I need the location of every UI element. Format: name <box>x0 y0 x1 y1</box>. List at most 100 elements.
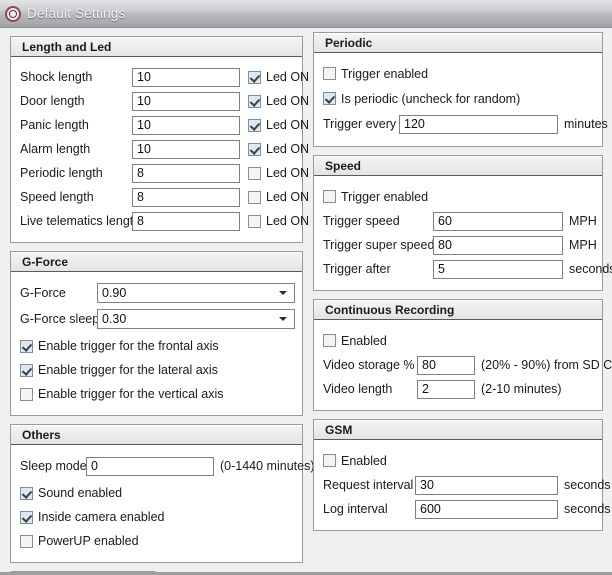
chevron-down-icon <box>279 291 287 295</box>
input-door-length[interactable] <box>132 91 240 111</box>
hint-video-storage: (20% - 90%) from SD Card <box>481 358 612 372</box>
checkbox-label: Led ON <box>266 70 310 84</box>
app-logo-icon <box>5 5 21 22</box>
checkbox-continuous-recording-enabled[interactable]: Enabled <box>323 328 593 353</box>
input-live-telematics-length[interactable] <box>132 211 240 231</box>
input-trigger-every[interactable] <box>399 114 558 134</box>
input-panic-length[interactable] <box>132 115 240 135</box>
checkbox-label: Led ON <box>266 142 310 156</box>
group-periodic: Periodic Trigger enabled Is periodic (un… <box>313 32 608 147</box>
checkbox-box-icon <box>323 67 336 80</box>
checkbox-sound-enabled[interactable]: Sound enabled <box>20 481 293 505</box>
label-speed-length: Speed length <box>20 190 94 204</box>
group-speed: Speed Trigger enabled Trigger speed MPH … <box>313 155 612 291</box>
group-header-length-and-led: Length and Led <box>11 37 302 57</box>
dropdown-g-force-sleep[interactable]: 0.30 <box>97 309 295 329</box>
input-periodic-length[interactable] <box>132 163 240 183</box>
checkbox-enable-trigger-lateral-axis[interactable]: Enable trigger for the lateral axis <box>20 358 293 382</box>
checkbox-box-icon <box>20 363 33 377</box>
checkbox-door-led-on[interactable]: Led ON <box>248 90 309 112</box>
checkbox-label: Led ON <box>266 166 310 180</box>
group-body-periodic: Trigger enabled Is periodic (uncheck for… <box>314 53 608 146</box>
row-request-interval: Request interval seconds <box>323 473 611 497</box>
checkbox-box-icon <box>20 339 33 353</box>
checkbox-live-telematics-led-on[interactable]: Led ON <box>248 210 309 232</box>
input-sleep-mode[interactable] <box>86 456 214 476</box>
group-body-length-and-led: Shock length Led ON Door length Led ON <box>11 57 309 242</box>
checkbox-powerup-enabled[interactable]: PowerUP enabled <box>20 529 293 553</box>
checkbox-enable-trigger-frontal-axis[interactable]: Enable trigger for the frontal axis <box>20 334 293 358</box>
checkbox-label: Enable trigger for the vertical axis <box>38 387 224 401</box>
checkbox-label: Inside camera enabled <box>38 510 165 524</box>
group-header-continuous-recording: Continuous Recording <box>314 300 602 320</box>
checkbox-speed-led-on[interactable]: Led ON <box>248 186 309 208</box>
label-shock-length: Shock length <box>20 70 93 84</box>
checkbox-label: Led ON <box>266 118 310 132</box>
input-video-length[interactable] <box>417 379 475 399</box>
checkbox-alarm-led-on[interactable]: Led ON <box>248 138 309 160</box>
group-others: Others Sleep mode (0-1440 minutes) Sound… <box>10 424 315 563</box>
group-body-gsm: Enabled Request interval seconds Log int… <box>314 440 611 530</box>
label-door-length: Door length <box>20 94 85 108</box>
input-trigger-super-speed[interactable] <box>433 235 563 255</box>
checkbox-box-icon <box>323 190 336 203</box>
group-title: GSM <box>325 422 353 437</box>
group-title: Continuous Recording <box>325 302 455 317</box>
input-shock-length[interactable] <box>132 67 240 87</box>
checkbox-shock-led-on[interactable]: Led ON <box>248 66 309 88</box>
row-trigger-super-speed: Trigger super speed MPH <box>323 233 597 257</box>
label-sleep-mode: Sleep mode <box>20 459 87 473</box>
checkbox-periodic-led-on[interactable]: Led ON <box>248 162 309 184</box>
checkbox-box-icon <box>20 387 33 401</box>
checkbox-is-periodic[interactable]: Is periodic (uncheck for random) <box>323 86 593 111</box>
input-video-storage[interactable] <box>417 355 475 375</box>
group-header-others: Others <box>11 425 302 445</box>
checkbox-inside-camera-enabled[interactable]: Inside camera enabled <box>20 505 293 529</box>
label-request-interval: Request interval <box>323 478 414 492</box>
group-continuous-recording: Continuous Recording Enabled Video stora… <box>313 299 612 411</box>
left-column: Length and Led Shock length Led ON Door … <box>10 36 315 575</box>
input-speed-length[interactable] <box>132 187 240 207</box>
dropdown-g-force[interactable]: 0.90 <box>97 283 295 303</box>
checkbox-box-icon <box>248 166 261 180</box>
unit-trigger-after: seconds <box>569 262 612 276</box>
unit-trigger-every: minutes <box>564 117 608 131</box>
hint-sleep-mode: (0-1440 minutes) <box>220 459 315 473</box>
checkbox-box-icon <box>323 454 336 467</box>
input-trigger-after[interactable] <box>433 259 563 279</box>
window-bottom-edge <box>0 572 612 575</box>
group-title: Others <box>22 427 61 442</box>
group-body-continuous-recording: Enabled Video storage % (20% - 90%) from… <box>314 320 612 410</box>
checkbox-speed-trigger-enabled[interactable]: Trigger enabled <box>323 184 593 209</box>
row-g-force: G-Force 0.90 <box>20 280 295 306</box>
checkbox-enable-trigger-vertical-axis[interactable]: Enable trigger for the vertical axis <box>20 382 293 406</box>
row-panic-length: Panic length Led ON <box>20 113 309 137</box>
row-speed-length: Speed length Led ON <box>20 185 309 209</box>
checkbox-box-icon <box>248 70 261 84</box>
group-body-others: Sleep mode (0-1440 minutes) Sound enable… <box>11 445 315 562</box>
checkbox-label: Enable trigger for the frontal axis <box>38 339 219 353</box>
label-video-length: Video length <box>323 382 393 396</box>
checkbox-label: Enabled <box>341 453 387 468</box>
group-gsm: GSM Enabled Request interval seconds Log… <box>313 419 611 531</box>
group-header-gsm: GSM <box>314 420 602 440</box>
row-shock-length: Shock length Led ON <box>20 65 309 89</box>
checkbox-label: Trigger enabled <box>341 189 429 204</box>
input-log-interval[interactable] <box>415 499 558 519</box>
row-live-telematics-length: Live telematics length Led ON <box>20 209 309 233</box>
group-body-speed: Trigger enabled Trigger speed MPH Trigge… <box>314 176 612 290</box>
input-request-interval[interactable] <box>415 475 558 495</box>
row-periodic-length: Periodic length Led ON <box>20 161 309 185</box>
checkbox-label: Led ON <box>266 214 310 228</box>
label-video-storage: Video storage % <box>323 358 415 372</box>
unit-log-interval: seconds <box>564 502 611 516</box>
group-body-g-force: G-Force 0.90 G-Force sleep 0.30 Enabl <box>11 272 302 415</box>
checkbox-periodic-trigger-enabled[interactable]: Trigger enabled <box>323 61 593 86</box>
checkbox-label: Enable trigger for the lateral axis <box>38 363 218 377</box>
input-alarm-length[interactable] <box>132 139 240 159</box>
checkbox-gsm-enabled[interactable]: Enabled <box>323 448 593 473</box>
label-trigger-after: Trigger after <box>323 262 391 276</box>
input-trigger-speed[interactable] <box>433 211 563 231</box>
label-g-force-sleep: G-Force sleep <box>20 312 100 326</box>
checkbox-panic-led-on[interactable]: Led ON <box>248 114 309 136</box>
